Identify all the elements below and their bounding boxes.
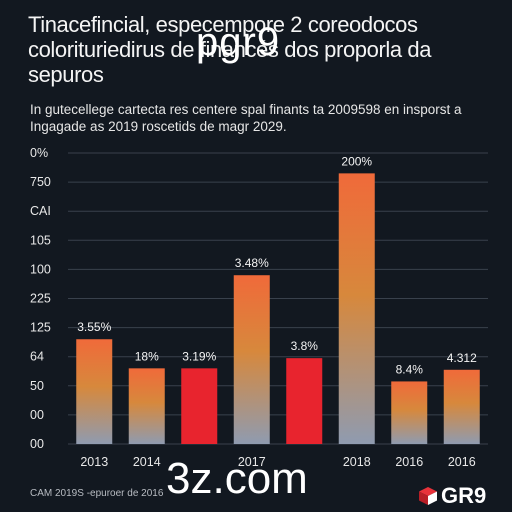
bar — [443, 369, 480, 444]
bar — [391, 381, 428, 444]
data-label: 4.312 — [447, 351, 477, 365]
x-tick-label: 2014 — [133, 455, 161, 469]
x-axis: 2013 2014 2017 2018 2016 2016 — [80, 455, 475, 469]
x-tick-label: 2018 — [343, 455, 371, 469]
brand-logo: GR9 — [418, 483, 486, 509]
y-tick-label: 125 — [30, 321, 51, 335]
bars — [76, 173, 480, 444]
data-label: 3.48% — [235, 256, 269, 270]
data-label: 3.8% — [291, 339, 319, 353]
bar — [233, 275, 270, 444]
bar — [128, 368, 165, 444]
bar — [286, 358, 323, 444]
x-tick-label: 2016 — [395, 455, 423, 469]
y-tick-label: 750 — [30, 175, 51, 189]
cube-icon — [419, 487, 437, 505]
data-label: 18% — [135, 349, 159, 363]
y-tick-label: 00 — [30, 408, 44, 422]
data-label: 200% — [341, 154, 372, 168]
chart-title: Tinacefincial, especempore 2 coreodocos … — [28, 12, 432, 87]
y-tick-label: 0% — [30, 146, 48, 160]
y-axis: 0% 750 CAI 105 100 225 125 64 50 00 00 — [30, 146, 51, 451]
bar — [338, 173, 375, 444]
x-tick-label: 2013 — [80, 455, 108, 469]
chart-subtitle: In gutecellege cartecta res centere spal… — [30, 102, 462, 134]
y-tick-label: 00 — [30, 437, 44, 451]
x-tick-label: 2016 — [448, 455, 476, 469]
data-labels: 3.55% 18% 3.19% 3.48% 3.8% 200% 8.4% 4.312 — [77, 154, 477, 376]
y-tick-label: 100 — [30, 262, 51, 276]
y-tick-label: CAI — [30, 204, 51, 218]
y-tick-label: 64 — [30, 350, 44, 364]
x-tick-label: 2017 — [238, 455, 266, 469]
y-tick-label: 105 — [30, 233, 51, 247]
bar — [76, 339, 113, 444]
brand-name: GR9 — [441, 483, 487, 508]
source-note: CAM 2019S -epuroer de 2016 — [30, 488, 164, 499]
y-tick-label: 225 — [30, 292, 51, 306]
data-label: 3.19% — [182, 349, 216, 363]
data-label: 3.55% — [77, 320, 111, 334]
data-label: 8.4% — [396, 362, 424, 376]
bar — [181, 368, 218, 444]
y-tick-label: 50 — [30, 379, 44, 393]
